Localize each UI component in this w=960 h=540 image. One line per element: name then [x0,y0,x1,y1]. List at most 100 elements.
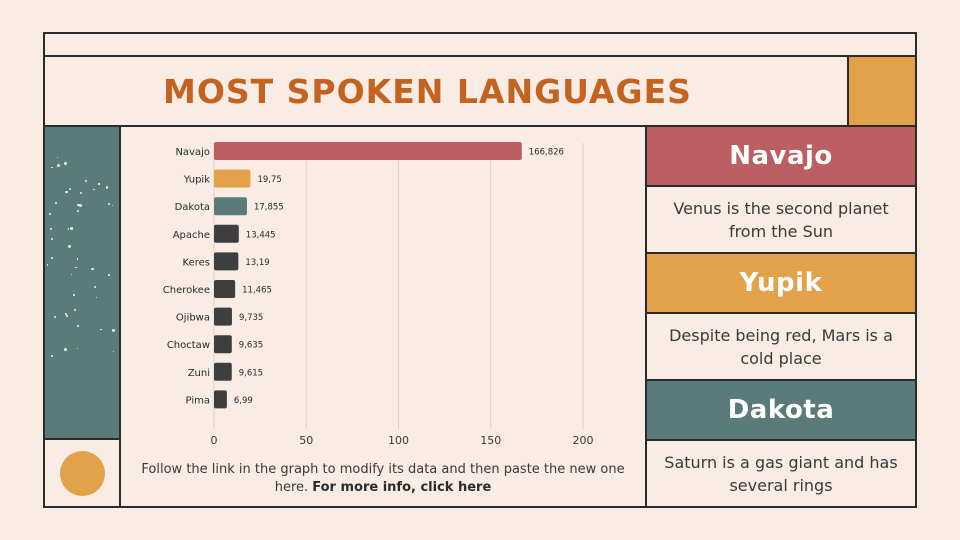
card-navajo-title: Navajo [729,141,833,171]
bar-value-label: 13,445 [246,230,276,240]
bar-ojibwa[interactable] [214,307,232,326]
y-tick-label: Keres [183,257,210,268]
speck-decor [70,274,72,276]
y-tick-label: Pima [186,395,210,406]
bar-yupik[interactable] [214,169,251,188]
chart-note-text: Follow the link in the graph to modify i… [141,462,625,495]
more-info-link[interactable]: For more info, click here [312,480,492,495]
y-tick-label: Apache [173,230,210,241]
bar-value-label: 9,735 [239,313,263,323]
speck-decor [57,164,60,168]
speck-decor [112,350,114,353]
speck-decor [48,212,51,215]
x-tick-label: 150 [480,434,501,447]
speck-decor [80,192,83,195]
speck-decor [51,355,54,357]
speck-decor [76,348,79,350]
speck-decor [54,201,58,205]
speck-decor [93,188,95,191]
y-tick-label: Yupik [183,175,210,186]
y-tick-label: Choctaw [167,340,210,351]
x-tick-label: 50 [299,434,313,447]
bar-dakota[interactable] [214,197,247,216]
top-strip [43,32,917,57]
speck-decor [107,274,110,277]
speck-decor [70,227,73,230]
speck-decor [68,187,71,190]
card-navajo-body: Venus is the second planet from the Sun [645,185,917,254]
speck-decor [100,328,102,331]
speck-decor [51,166,54,169]
speck-decor [107,202,110,206]
speck-decor [76,209,79,212]
speck-decor [76,258,79,260]
bar-value-label: 17,855 [254,203,284,213]
chart-panel: 0 50 100 150 200 Navajo 166,826 Yupik 19,75 Dakot… [119,125,647,508]
bar-pima[interactable] [214,390,227,409]
speck-decor [91,267,94,271]
speck-decor [49,228,52,231]
bar-value-label: 9,615 [239,368,263,378]
x-tick-label: 0 [211,434,218,447]
speck-decor [46,264,48,266]
page-title: MOST SPOKEN LANGUAGES [163,71,692,111]
card-yupik-text: Despite being red, Mars is a cold place [669,325,893,368]
bar-navajo[interactable] [214,142,522,160]
speck-decor [66,315,68,317]
speck-decor [73,294,75,296]
speck-decor [111,329,115,332]
speck-decor [94,286,96,289]
y-tick-label: Ojibwa [176,313,210,324]
card-yupik-header: Yupik [645,252,917,314]
y-tick-label: Zuni [188,368,210,379]
bar-chart[interactable]: 0 50 100 150 200 Navajo 166,826 Yupik 19,75 Dakot… [121,127,645,457]
orange-circle-decor [59,450,105,496]
speck-decor [75,267,77,269]
x-tick-label: 100 [388,434,409,447]
bar-value-label: 13,19 [245,258,269,268]
bar-keres[interactable] [214,252,239,271]
bar-value-label: 11,465 [242,286,272,296]
speck-decor [76,324,79,327]
card-dakota-text: Saturn is a gas giant and has several ri… [664,452,898,495]
circle-decor-box [43,438,121,508]
card-dakota-title: Dakota [727,395,835,425]
title-box: MOST SPOKEN LANGUAGES [43,55,849,127]
card-navajo-text: Venus is the second planet from the Sun [673,198,889,241]
bar-value-label: 19,75 [257,175,281,185]
corner-accent-square [847,55,917,127]
bar-value-label: 6,99 [234,396,253,406]
card-yupik-body: Despite being red, Mars is a cold place [645,312,917,381]
bar-apache[interactable] [214,224,239,243]
speck-decor [51,237,54,240]
speck-decor [95,296,98,298]
card-dakota-body: Saturn is a gas giant and has several ri… [645,439,917,508]
speck-decor [85,180,88,183]
speck-decor [105,186,109,189]
teal-decor-panel [43,125,121,440]
y-tick-label: Navajo [175,147,210,158]
bar-choctaw[interactable] [214,335,232,354]
bar-value-label: 166,826 [529,148,564,158]
speck-decor [77,203,81,207]
card-navajo-header: Navajo [645,125,917,187]
x-tick-label: 200 [573,434,594,447]
bar-cherokee[interactable] [214,280,236,298]
y-tick-label: Cherokee [163,285,210,296]
speck-decor [56,157,59,159]
y-tick-label: Dakota [175,202,210,213]
speck-decor [64,348,67,351]
speck-decor [65,313,68,316]
chart-note: Follow the link in the graph to modify i… [121,461,645,497]
speck-decor [65,191,68,194]
card-yupik-title: Yupik [739,268,823,298]
speck-decor [78,204,82,207]
speck-decor [73,308,77,311]
bar-zuni[interactable] [214,362,232,381]
speck-decor [68,244,72,248]
speck-decor [50,256,53,260]
speck-decor [111,204,113,206]
card-dakota-header: Dakota [645,379,917,441]
speck-decor [54,315,56,318]
speck-decor [64,161,67,165]
